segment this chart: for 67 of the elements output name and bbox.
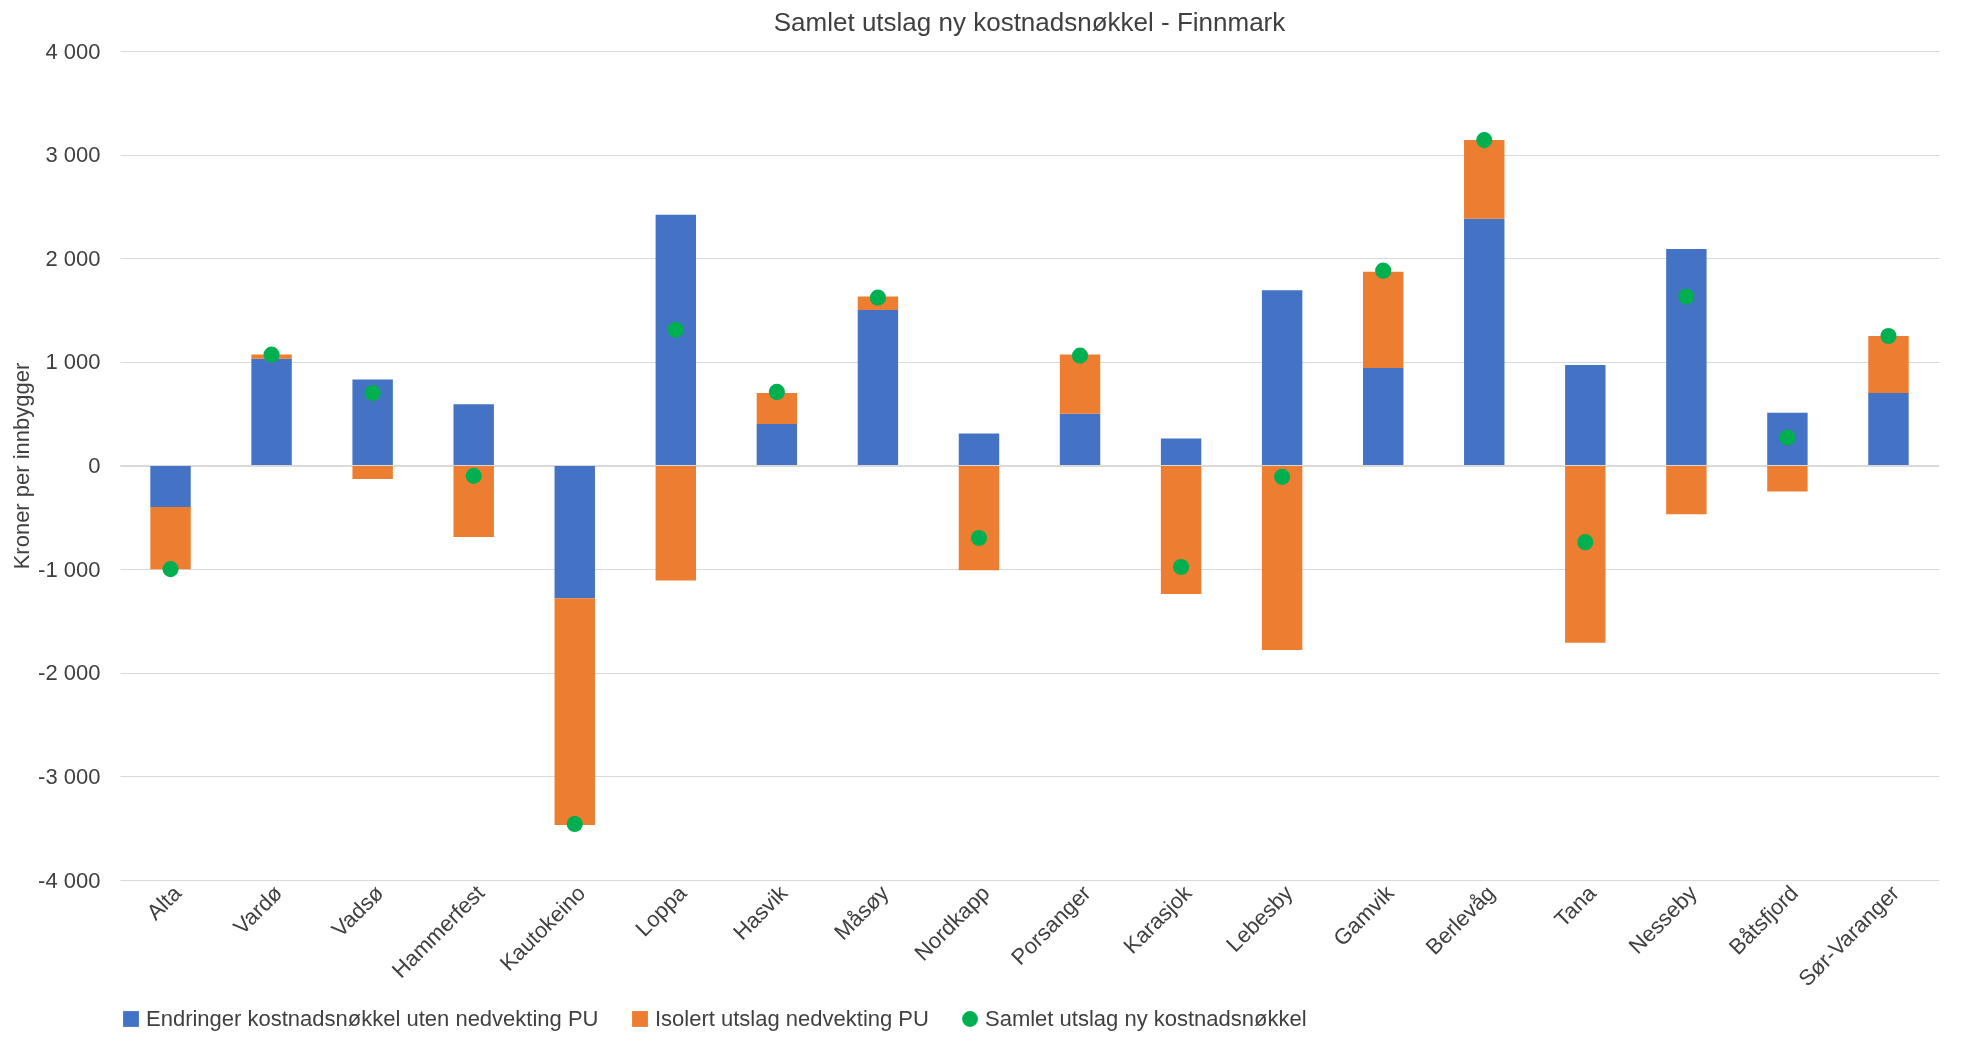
point (566, 816, 583, 833)
bar (1868, 392, 1909, 466)
point (1476, 132, 1493, 149)
point (263, 346, 280, 363)
bar (1261, 290, 1303, 466)
bar (655, 214, 697, 466)
bar (453, 465, 494, 537)
bar (1160, 438, 1202, 466)
bar (1868, 335, 1909, 393)
point (1577, 534, 1594, 551)
point (869, 289, 886, 306)
point (162, 561, 179, 578)
bar (352, 465, 393, 479)
point (1173, 559, 1190, 576)
point (1880, 327, 1897, 345)
y-tick-label: -3 000 (38, 763, 101, 789)
bar (453, 404, 494, 466)
y-tick-label: 3 000 (45, 142, 101, 168)
point (768, 383, 785, 400)
bar (150, 506, 191, 570)
point (970, 529, 988, 547)
bar (1565, 364, 1606, 466)
bar (1464, 218, 1505, 466)
legend-label: Endringer kostnadsnøkkel uten nedvekting PU (146, 1006, 599, 1031)
point (1678, 288, 1695, 305)
y-tick-label: 2 000 (45, 245, 101, 271)
point (1071, 347, 1089, 364)
bar (352, 379, 393, 466)
bar (1666, 465, 1707, 515)
bar (1565, 465, 1606, 643)
bar (958, 465, 1000, 571)
legend-label: Samlet utslag ny kostnadsnøkkel (985, 1006, 1307, 1031)
bar (1767, 412, 1808, 466)
y-tick-label: -2 000 (38, 660, 101, 686)
bar (1767, 465, 1808, 492)
bar (756, 424, 798, 466)
bar (756, 392, 798, 425)
point (465, 467, 482, 484)
y-tick-label: 1 000 (45, 349, 101, 375)
y-tick-label: -1 000 (38, 556, 101, 582)
bar (1160, 465, 1202, 594)
x-tick-label: Tana (1549, 879, 1602, 932)
point (1375, 262, 1392, 279)
point (1274, 468, 1291, 485)
bar (1059, 413, 1101, 466)
bar (251, 358, 292, 466)
bar (554, 465, 595, 599)
point (667, 321, 684, 338)
y-tick-label: 4 000 (45, 38, 101, 64)
y-tick-label: -4 000 (38, 867, 101, 893)
point (364, 384, 381, 402)
bar (1362, 368, 1404, 466)
bar (857, 310, 899, 466)
y-axis-title: Kroner per innbygger (9, 362, 35, 570)
bar (1362, 271, 1404, 369)
bar (1261, 465, 1303, 650)
bar (958, 433, 1000, 466)
y-tick-label: 0 (88, 453, 101, 478)
chart-title: Samlet utslag ny kostnadsnøkkel - Finnmark (773, 7, 1287, 37)
x-tick-label: Alta (141, 879, 187, 925)
legend-label: Isolert utslag nedvekting PU (655, 1006, 929, 1031)
bar (554, 598, 595, 826)
bar (150, 465, 191, 507)
bar (1464, 140, 1505, 219)
bar (1059, 354, 1101, 414)
bar (655, 465, 697, 581)
bar (1666, 248, 1707, 466)
